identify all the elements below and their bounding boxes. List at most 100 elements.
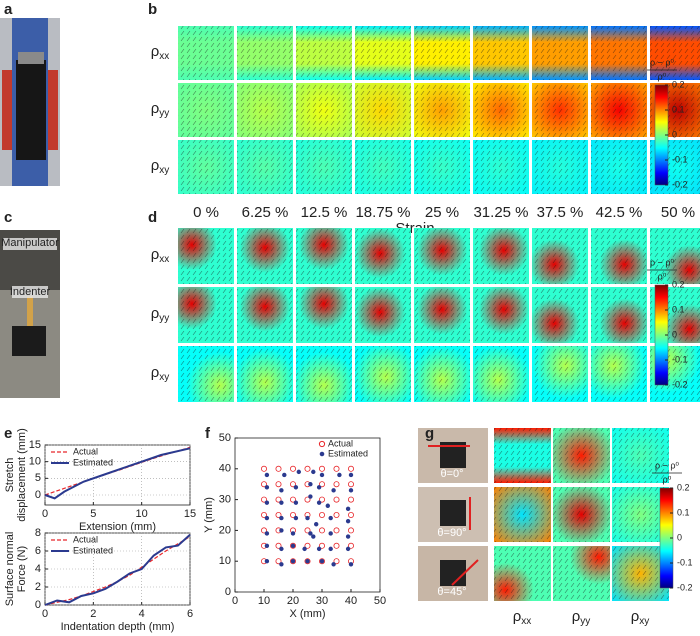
data-point bbox=[264, 531, 270, 536]
quiver-overlay bbox=[414, 287, 470, 343]
strain-label: 18.75 % bbox=[355, 204, 410, 221]
data-point bbox=[260, 481, 267, 488]
row-label: ρxx bbox=[151, 43, 170, 62]
photo-label: θ=45° bbox=[437, 586, 466, 598]
legend-label: Estimated bbox=[328, 448, 368, 458]
x-tick-label: 6 bbox=[187, 608, 193, 620]
x-tick-label: 10 bbox=[258, 595, 270, 607]
data-point bbox=[260, 465, 267, 472]
quiver-overlay bbox=[612, 428, 669, 483]
data-point bbox=[328, 515, 333, 521]
row-label: ρyy bbox=[572, 608, 591, 627]
data-point bbox=[345, 518, 351, 524]
plot-frame bbox=[234, 437, 381, 593]
row-label-symbol: ρ bbox=[151, 364, 160, 381]
data-point bbox=[289, 558, 296, 565]
data-point bbox=[337, 472, 342, 478]
y-tick-label: 10 bbox=[29, 456, 41, 468]
data-point bbox=[325, 503, 330, 508]
data-point bbox=[347, 481, 354, 488]
data-line bbox=[44, 534, 191, 606]
colorbar-tick-label: -0.2 bbox=[677, 582, 693, 592]
legend-swatch bbox=[318, 440, 326, 448]
data-point bbox=[318, 465, 325, 472]
data-point bbox=[275, 496, 282, 503]
data-point bbox=[331, 562, 336, 567]
photo-a bbox=[0, 18, 60, 186]
y-tick-label: 10 bbox=[219, 555, 231, 567]
row-label: ρxy bbox=[151, 364, 170, 383]
data-point bbox=[289, 512, 296, 519]
x-tick-label: 40 bbox=[345, 595, 357, 607]
y-axis-label: Surface normal bbox=[4, 532, 16, 607]
quiver-overlay bbox=[414, 26, 470, 80]
data-point bbox=[304, 465, 311, 472]
x-tick-label: 30 bbox=[316, 595, 328, 607]
quiver-overlay bbox=[237, 228, 293, 284]
colorbar-denominator: ρ⁰ bbox=[658, 271, 667, 281]
data-point bbox=[275, 542, 282, 549]
quiver-overlay bbox=[532, 346, 588, 402]
row-label-subscript: yy bbox=[159, 313, 169, 324]
row-label-symbol: ρ bbox=[151, 305, 160, 322]
quiver-overlay bbox=[532, 287, 588, 343]
row-label-symbol: ρ bbox=[572, 608, 581, 625]
data-point bbox=[293, 515, 299, 521]
data-point bbox=[348, 472, 354, 478]
row-label-symbol: ρ bbox=[513, 608, 522, 625]
colorbar-tick-label: -0.1 bbox=[672, 154, 688, 164]
colorbar-tick-label: 0.1 bbox=[672, 304, 685, 314]
quiver-overlay bbox=[237, 287, 293, 343]
data-point bbox=[260, 512, 267, 519]
legend-label: Estimated bbox=[73, 457, 113, 467]
row-label: ρyy bbox=[151, 305, 170, 324]
data-point bbox=[289, 496, 296, 503]
strain-label: 0 % bbox=[193, 204, 219, 221]
quiver-overlay bbox=[591, 26, 647, 80]
strain-label: 25 % bbox=[425, 204, 459, 221]
row-label-subscript: xx bbox=[159, 51, 169, 62]
quiver-overlay bbox=[591, 287, 647, 343]
data-point bbox=[345, 546, 351, 552]
legend-swatch bbox=[319, 451, 325, 457]
data-point bbox=[264, 485, 270, 490]
row-label-subscript: xy bbox=[639, 616, 649, 627]
y-tick-label: 15 bbox=[29, 439, 41, 451]
quiver-overlay bbox=[296, 83, 352, 137]
y-tick-label: 40 bbox=[219, 463, 231, 475]
x-tick-label: 10 bbox=[136, 508, 148, 520]
y-tick-label: 2 bbox=[35, 581, 41, 593]
y-tick-label: 0 bbox=[35, 599, 41, 611]
data-point bbox=[304, 527, 311, 534]
quiver-overlay bbox=[178, 287, 234, 343]
row-label-subscript: yy bbox=[580, 616, 590, 627]
quiver-overlay bbox=[355, 83, 411, 137]
quiver-overlay bbox=[591, 140, 647, 194]
y-axis-label: Y (mm) bbox=[203, 497, 215, 533]
data-point bbox=[318, 512, 325, 519]
data-point bbox=[264, 515, 270, 521]
quiver-overlay bbox=[494, 546, 551, 601]
data-point bbox=[264, 559, 270, 564]
x-tick-label: 0 bbox=[42, 508, 48, 520]
data-point bbox=[279, 488, 284, 493]
data-point bbox=[328, 531, 333, 536]
quiver-overlay bbox=[553, 428, 610, 483]
quiver-overlay bbox=[494, 487, 551, 542]
data-point bbox=[293, 485, 299, 490]
panel-label: g bbox=[425, 425, 434, 442]
data-point bbox=[333, 512, 340, 519]
colorbar-numerator: ρ − ρ⁰ bbox=[650, 257, 674, 267]
legend-label: Actual bbox=[73, 534, 98, 544]
panel-label: a bbox=[4, 1, 13, 18]
data-point bbox=[264, 500, 270, 505]
x-tick-label: 2 bbox=[90, 608, 96, 620]
data-point bbox=[289, 465, 296, 472]
data-point bbox=[311, 469, 316, 475]
quiver-overlay bbox=[473, 287, 529, 343]
y-axis-label: Stretch bbox=[4, 458, 16, 493]
quiver-overlay bbox=[237, 83, 293, 137]
row-label-symbol: ρ bbox=[631, 608, 640, 625]
quiver-overlay bbox=[178, 228, 234, 284]
colorbar-tick-label: 0 bbox=[672, 329, 677, 339]
